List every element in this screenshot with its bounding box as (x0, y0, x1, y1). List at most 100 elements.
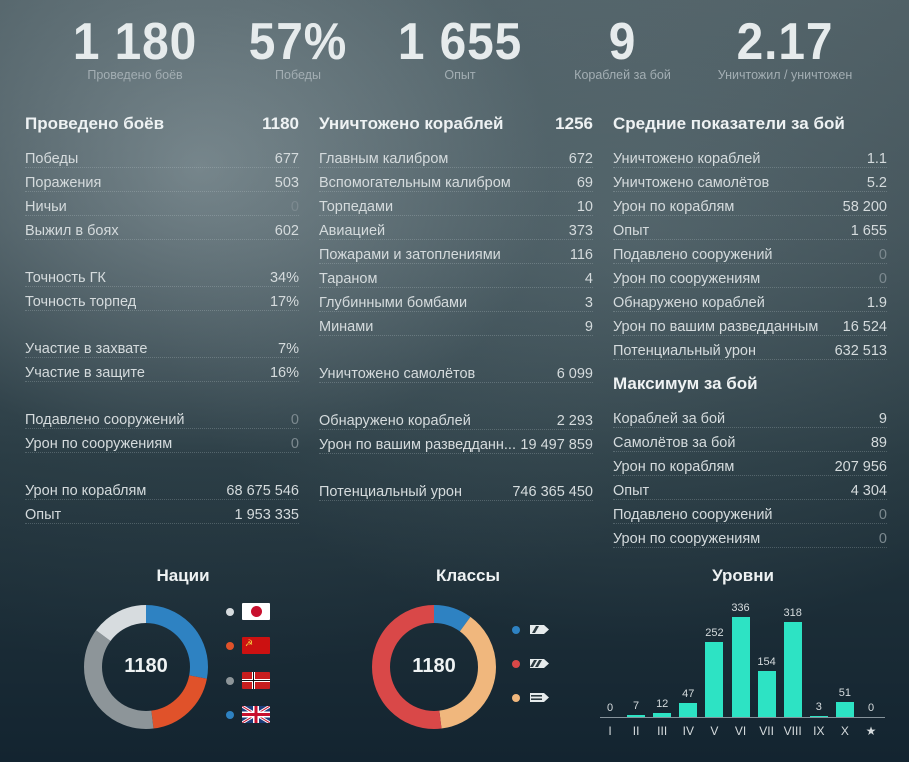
stat-label: Опыт (613, 223, 650, 239)
legend-item-ussr: ☭ (226, 637, 270, 654)
average-header: Средние показатели за бой (613, 111, 887, 137)
stat-label: Пожарами и затоплениями (319, 247, 501, 263)
nations-title: Нации (156, 566, 210, 585)
ussr-flag-icon: ☭ (242, 637, 270, 654)
stat-value: 10 (576, 199, 593, 215)
stat-value: 68 675 546 (226, 483, 299, 499)
stat-row: Торпедами 10 (319, 192, 593, 216)
tier-value-label: 0 (867, 702, 875, 714)
nations-segment (84, 605, 208, 729)
stat-row: Урон по кораблям 58 200 (613, 192, 887, 216)
stat-row: Опыт 1 655 (613, 216, 887, 240)
stat-value: 5.2 (866, 175, 887, 191)
battles-title: Проведено боёв (25, 114, 165, 133)
top-stat-label: Уничтожил / уничтожен (717, 68, 853, 82)
stat-row: Урон по вашим разведданн... 19 497 859 (319, 430, 593, 454)
stat-value: 0 (290, 199, 299, 215)
stat-row: Тараном 4 (319, 264, 593, 288)
top-stat-label: Проведено боёв (87, 68, 183, 82)
battleship-class-icon (530, 693, 549, 702)
stat-label: Авиацией (319, 223, 386, 239)
tier-category-label: VIII (783, 724, 802, 738)
stat-label: Выжил в боях (25, 223, 119, 239)
top-stat-exp: 1 655 Опыт (385, 12, 535, 82)
stat-row: Подавлено сооружений 0 (613, 240, 887, 264)
stat-value: 0 (878, 247, 887, 263)
stat-value: 632 513 (834, 343, 887, 359)
tier-category-label: X (840, 724, 849, 738)
stat-label: Глубинными бомбами (319, 295, 468, 311)
stat-value: 16 524 (842, 319, 887, 335)
top-stat-value: 57% (248, 13, 348, 71)
stat-row: Обнаружено кораблей 1.9 (613, 288, 887, 312)
stat-row: Победы 677 (25, 144, 299, 168)
stat-label: Опыт (25, 507, 62, 523)
stat-label: Урон по вашим разведданным (613, 319, 819, 335)
legend-dot (226, 641, 234, 650)
stat-value: 672 (568, 151, 593, 167)
stat-value: 1 655 (850, 223, 887, 239)
legend-dot (512, 625, 520, 634)
stat-row: Урон по кораблям 207 956 (613, 452, 887, 476)
nations-total: 1180 (124, 655, 168, 677)
stat-value: 116 (569, 247, 593, 263)
stat-row: Урон по сооружениям 0 (613, 264, 887, 288)
destroyer-class-icon (530, 625, 549, 634)
stat-row: Выжил в боях 602 (25, 216, 299, 240)
tier-bar (757, 671, 776, 717)
nations-segment (84, 605, 208, 729)
stat-row: Пожарами и затоплениями 116 (319, 240, 593, 264)
legend-dot (512, 659, 520, 668)
destroyed-column: Уничтожено кораблей 1256 Главным калибро… (319, 111, 593, 501)
battles-column: Проведено боёв 1180 Победы 677 Поражения 5… (25, 111, 299, 524)
stat-value: 7% (278, 341, 299, 357)
stat-row: Потенциальный урон 632 513 (613, 336, 887, 360)
stat-value: 17% (269, 294, 299, 310)
stat-label: Уничтожено самолётов (613, 175, 770, 191)
stat-value: 69 (576, 175, 593, 191)
stat-row: Участие в защите 16% (25, 358, 299, 382)
top-stat-value: 9 (608, 13, 637, 71)
stat-label: Урон по сооружениям (613, 531, 761, 547)
stat-label: Урон по сооружениям (613, 271, 761, 287)
stat-row: Подавлено сооружений 0 (613, 500, 887, 524)
classes-total: 1180 (412, 655, 456, 677)
stat-row: Уничтожено кораблей 1.1 (613, 144, 887, 168)
tier-category-label: VII (759, 724, 774, 738)
stat-label: Минами (319, 319, 374, 335)
stat-label: Главным калибром (319, 151, 449, 167)
stat-label: Вспомогательным калибром (319, 175, 511, 191)
legend-item-germany (226, 672, 270, 689)
tier-value-label: 154 (757, 656, 776, 668)
top-stat-ships-per-battle: 9 Кораблей за бой (560, 12, 685, 82)
legend-item-cruiser (512, 658, 550, 669)
top-stat-battles: 1 180 Проведено боёв (60, 12, 210, 82)
stat-value: 1.9 (866, 295, 887, 311)
stat-label: Подавлено сооружений (613, 507, 773, 523)
stat-row: Урон по сооружениям 0 (25, 429, 299, 453)
top-stat-value: 2.17 (736, 13, 834, 71)
stat-row: Опыт 4 304 (613, 476, 887, 500)
stat-row: Точность ГК 34% (25, 263, 299, 287)
top-stat-wins: 57% Победы (228, 12, 368, 82)
stat-label: Подавлено сооружений (25, 412, 185, 428)
stat-row: Уничтожено самолётов 5.2 (613, 168, 887, 192)
maximum-title: Максимум за бой (613, 374, 758, 393)
germany-flag-icon (242, 672, 270, 689)
stat-label: Подавлено сооружений (613, 247, 773, 263)
stat-row: Главным калибром 672 (319, 144, 593, 168)
tier-value-label: 12 (656, 698, 669, 710)
stat-label: Поражения (25, 175, 102, 191)
stat-value: 677 (274, 151, 299, 167)
stat-label: Урон по кораблям (25, 483, 147, 499)
stat-row: Участие в захвате 7% (25, 334, 299, 358)
stat-label: Кораблей за бой (613, 411, 726, 427)
stat-label: Участие в защите (25, 365, 145, 381)
stat-value: 373 (568, 223, 593, 239)
stat-value: 503 (274, 175, 299, 191)
stat-label: Торпедами (319, 199, 394, 215)
stat-row: Урон по сооружениям 0 (613, 524, 887, 548)
stat-row: Ничьи 0 (25, 192, 299, 216)
stat-label: Тараном (319, 271, 378, 287)
stat-label: Ничьи (25, 199, 67, 215)
